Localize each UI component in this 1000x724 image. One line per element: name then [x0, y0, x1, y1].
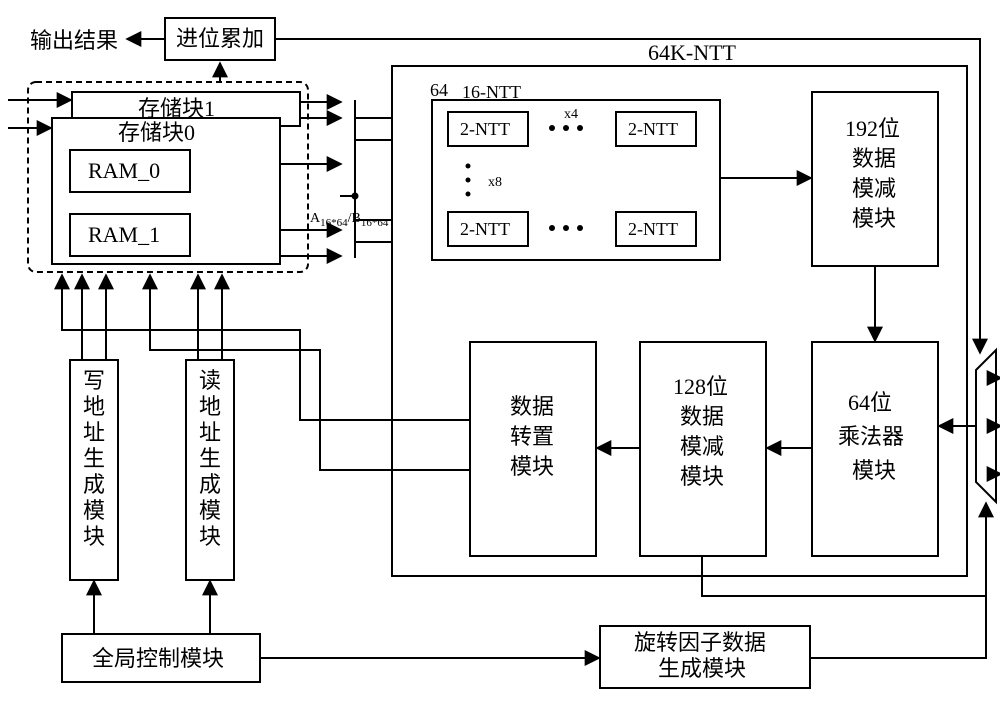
- svg-text:模块: 模块: [510, 454, 554, 479]
- ntt16-title: 16-NTT: [462, 82, 521, 102]
- carry-acc-label: 进位累加: [176, 26, 264, 51]
- write-addr-label: 写地址生成模块: [83, 368, 105, 549]
- storage0-label: 存储块0: [118, 120, 195, 145]
- svg-text:192位: 192位: [845, 116, 900, 141]
- svg-text:模减: 模减: [680, 434, 724, 459]
- svg-text:乘法器: 乘法器: [838, 424, 904, 449]
- svg-text:模块: 模块: [680, 464, 724, 489]
- svg-text:模减: 模减: [852, 176, 896, 201]
- svg-text:模块: 模块: [852, 206, 896, 231]
- trans-box: [470, 342, 596, 556]
- bus64-label: 64: [430, 80, 448, 100]
- svg-text:转置: 转置: [510, 424, 554, 449]
- global-ctrl-label: 全局控制模块: [92, 646, 224, 671]
- ram0-label: RAM_0: [88, 158, 160, 183]
- svg-text:64位: 64位: [848, 390, 892, 415]
- svg-text:生成模块: 生成模块: [658, 656, 746, 681]
- svg-text:旋转因子数据: 旋转因子数据: [634, 630, 766, 655]
- ram1-label: RAM_1: [88, 222, 160, 247]
- svg-text:数据: 数据: [680, 404, 724, 429]
- svg-text:2-NTT: 2-NTT: [628, 119, 678, 139]
- mult64-box: [812, 342, 938, 556]
- svg-text:128位: 128位: [673, 374, 728, 399]
- svg-text:数据: 数据: [510, 394, 554, 419]
- x4-label: x4: [564, 107, 578, 122]
- svg-text:2-NTT: 2-NTT: [460, 219, 510, 239]
- svg-text:2-NTT: 2-NTT: [628, 219, 678, 239]
- read-addr-label: 读地址生成模块: [199, 368, 221, 549]
- x8-label: x8: [488, 175, 502, 190]
- k64-ntt-title: 64K-NTT: [648, 40, 737, 65]
- svg-text:2-NTT: 2-NTT: [460, 119, 510, 139]
- svg-text:模块: 模块: [852, 458, 896, 483]
- mux: [976, 350, 996, 502]
- output-result-label: 输出结果: [30, 28, 118, 53]
- svg-text:数据: 数据: [852, 146, 896, 171]
